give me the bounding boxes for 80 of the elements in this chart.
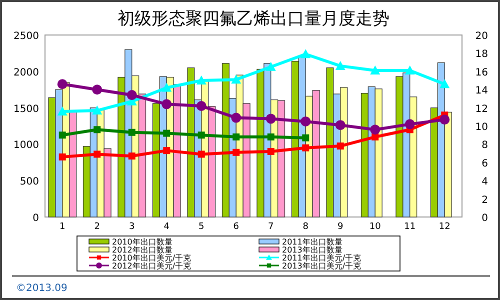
point (302, 134, 310, 142)
legend-label: 2011年出口数量 (282, 238, 342, 246)
point (335, 60, 346, 70)
x-tick-label: 4 (164, 222, 170, 232)
y2-tick-label: 8 (482, 140, 488, 152)
point (92, 106, 102, 115)
x-tick-label: 5 (198, 222, 204, 232)
point (232, 148, 240, 156)
y-tick-label: 1000 (14, 140, 39, 152)
x-tick-label: 9 (338, 222, 344, 232)
point (440, 114, 450, 125)
point (231, 74, 242, 84)
point (300, 116, 311, 126)
y2-tick-label: 14 (475, 86, 488, 97)
y2-tick-label: 20 (475, 31, 488, 42)
y-tick-label: 2000 (14, 67, 39, 78)
x-tick-label: 2 (94, 222, 100, 232)
point (57, 79, 68, 90)
point (198, 132, 205, 139)
point (231, 112, 242, 123)
y2-tick-label: 12 (475, 104, 488, 115)
point (162, 99, 172, 110)
point (92, 84, 102, 95)
point (266, 62, 276, 71)
point (336, 142, 344, 150)
point (128, 152, 136, 160)
legend-label: 2010年出口数量 (112, 238, 172, 246)
point (94, 150, 101, 158)
x-tick-label: 6 (233, 222, 240, 232)
point (163, 147, 170, 154)
y2-tick-label: 10 (475, 122, 488, 133)
point (335, 120, 346, 130)
point (58, 132, 66, 139)
x-tick-label: 10 (369, 222, 382, 232)
x-tick-label: 3 (129, 222, 135, 232)
point (370, 124, 380, 135)
point (300, 49, 311, 58)
point (440, 79, 450, 88)
x-tick-label: 7 (268, 222, 274, 232)
point (58, 153, 66, 160)
legend-label: 2012年出口数量 (112, 246, 172, 254)
point (302, 144, 310, 152)
y-tick-label: 2500 (14, 31, 39, 42)
x-tick-label: 1 (60, 222, 66, 232)
y2-tick-label: 0 (482, 213, 488, 224)
text: ©2013.09 (16, 283, 68, 294)
y-tick-label: 0 (32, 213, 39, 224)
point (404, 119, 415, 130)
point (196, 100, 206, 111)
point (404, 65, 415, 74)
point (57, 106, 68, 116)
x-tick-label: 12 (438, 222, 450, 232)
legend-label: 2010年出口美元/千克 (112, 254, 192, 262)
point (267, 133, 274, 140)
point (232, 133, 240, 140)
point (163, 130, 170, 137)
point (128, 128, 136, 136)
y2-tick-label: 18 (475, 49, 488, 60)
point (196, 76, 206, 84)
point (162, 82, 172, 92)
x-tick-label: 11 (404, 222, 416, 232)
chart-title: 初级形态聚四氟乙烯出口量月度走势 (118, 9, 390, 28)
point (126, 90, 137, 100)
point (370, 65, 380, 74)
point (94, 126, 101, 134)
legend-label: 2011年出口美元/千克 (282, 254, 362, 262)
point (267, 148, 274, 155)
point (266, 114, 276, 124)
point (198, 150, 205, 158)
legend-label: 2013年出口数量 (282, 246, 342, 254)
legend-label: 2013年出口美元/千克 (282, 262, 362, 270)
y2-tick-label: 4 (482, 176, 488, 188)
y2-tick-label: 16 (475, 67, 488, 78)
y-tick-label: 500 (20, 176, 39, 188)
y2-tick-label: 2 (482, 194, 488, 206)
x-tick-label: 8 (302, 222, 309, 232)
y2-tick-label: 6 (482, 158, 488, 170)
point (372, 133, 379, 140)
legend-label: 2012年出口美元/千克 (112, 262, 192, 270)
y-tick-label: 1500 (14, 104, 39, 115)
